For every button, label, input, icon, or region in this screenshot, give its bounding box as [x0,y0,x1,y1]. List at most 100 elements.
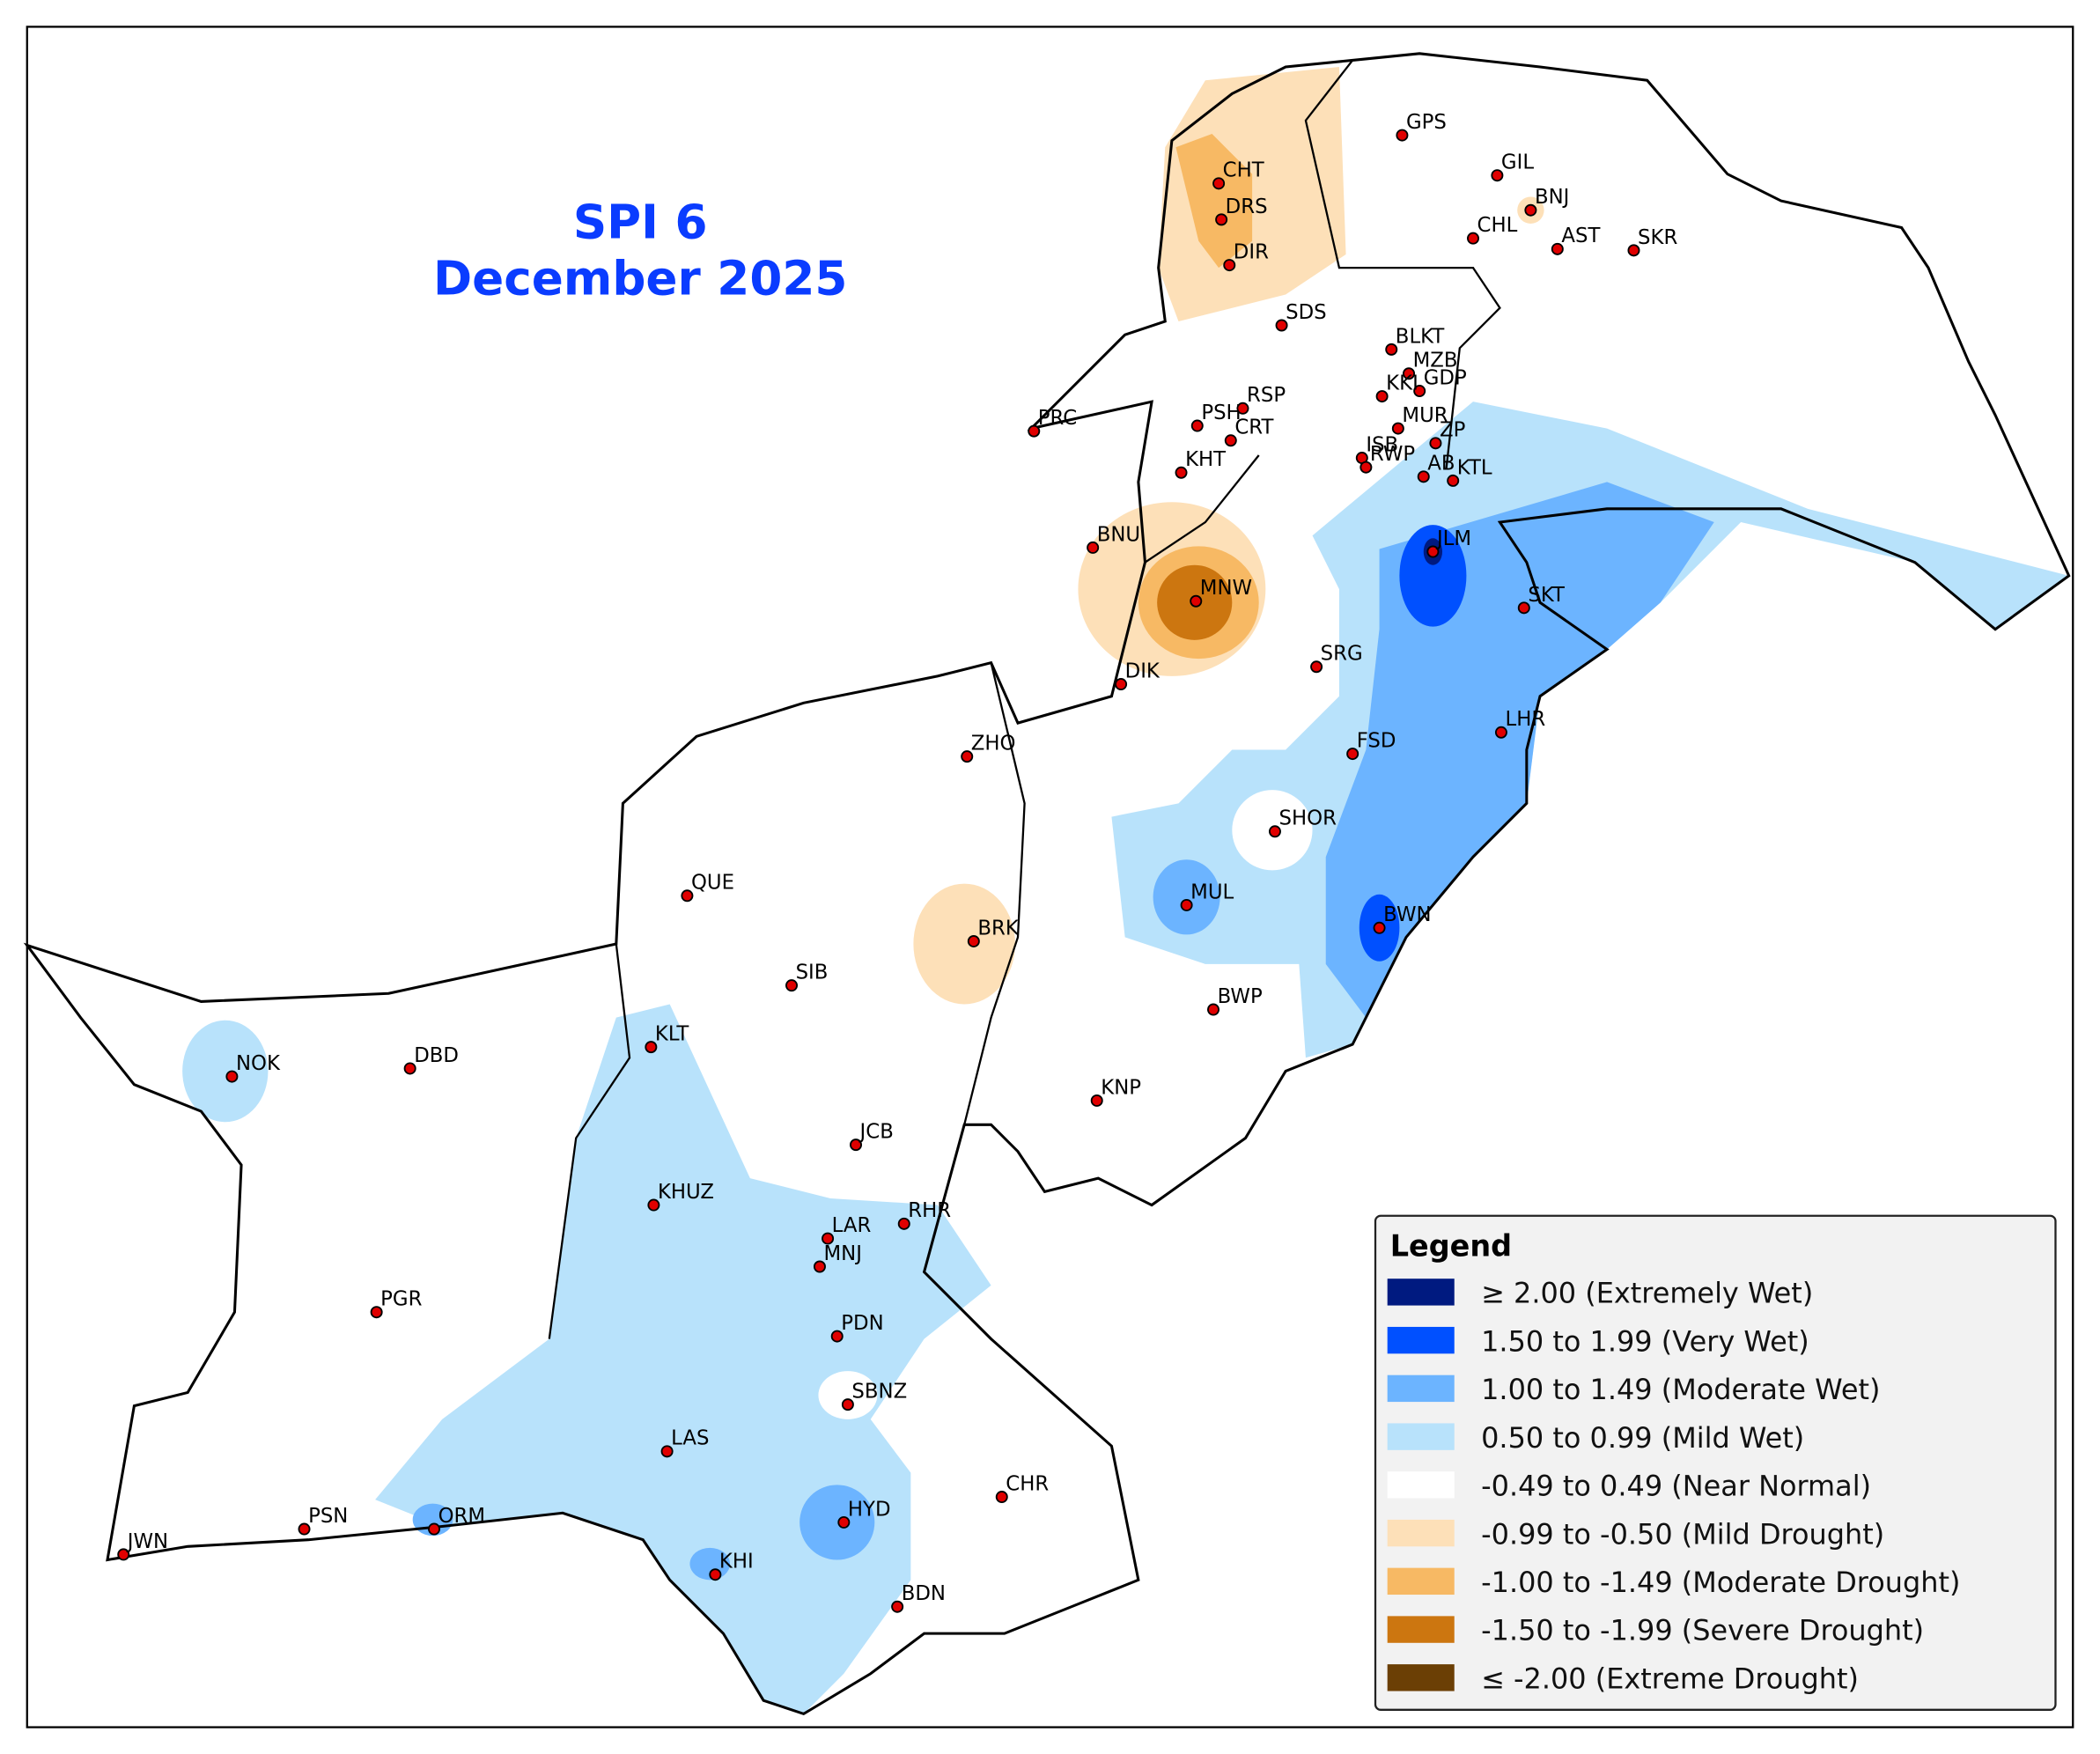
country-outline [23,52,2071,1716]
station-label: MUR [1402,404,1448,427]
station-label: MNW [1200,577,1252,600]
station-dot [1403,367,1416,380]
station-dot [850,1139,863,1152]
station-dot [117,1548,130,1561]
station-dot [830,1330,844,1343]
station-dot [1180,898,1193,911]
station-label: SDS [1286,301,1327,324]
station-label: PGR [380,1288,422,1311]
station-label: AST [1561,225,1600,247]
station-label: KHI [719,1551,754,1573]
station-dot [298,1522,311,1536]
station-dot [837,1515,851,1529]
legend: ≥ 2.00 (Extremely Wet) 1.50 to 1.99 (Very… [1387,1277,1960,1695]
station-label: JWN [126,1530,168,1553]
station-dot [1524,203,1537,217]
station-dot [1426,545,1440,558]
station-dot [822,1232,835,1245]
station-label: KTL [1457,456,1492,479]
station-dot [1517,601,1530,615]
station-dot [897,1217,910,1230]
station-dot [681,889,694,903]
station-label: SBNZ [851,1381,907,1404]
station-dot [785,979,799,992]
legend-swatch [1387,1423,1455,1450]
station-dot [1175,466,1188,479]
station-label: PSH [1201,402,1241,424]
legend-swatch [1387,1279,1455,1306]
legend-label: -0.49 to 0.49 (Near Normal) [1481,1470,1871,1503]
station-label: ZP [1440,419,1465,442]
station-label: SKT [1528,584,1565,607]
station-label: PRC [1038,407,1077,430]
station-label: DIR [1234,240,1269,263]
legend-swatch [1387,1567,1455,1596]
legend-swatch [1387,1374,1455,1403]
station-dot [1090,1094,1103,1107]
station-label: LAR [832,1214,872,1237]
station-dot [1417,470,1430,483]
legend-swatch [1387,1664,1455,1691]
station-dot [225,1070,239,1083]
station-dot [1275,319,1288,332]
station-label: PSN [308,1505,348,1528]
station-dot [995,1491,1008,1504]
station-label: HYD [848,1498,891,1521]
station-dot [891,1600,904,1613]
station-dot [1190,419,1204,432]
station-label: FSD [1357,730,1396,753]
station-label: RWP [1370,443,1415,466]
station-label: SIB [796,962,829,984]
station-label: ISB [1366,433,1398,456]
station-dot [1396,129,1409,142]
station-label: BNJ [1535,186,1569,209]
station-dot [1268,825,1281,838]
station-label: JLM [1435,527,1471,550]
station-dot [1391,422,1404,435]
station-dot [1373,921,1386,934]
station-dot [1627,244,1640,257]
station-dot [1310,660,1323,674]
spi-area [182,1020,269,1123]
legend-swatch [1387,1616,1455,1643]
province-boundaries [548,59,1501,1339]
station-label: GDP [1424,366,1467,389]
station-label: RHR [908,1199,951,1222]
legend-label: -1.50 to -1.99 (Severe Drought) [1481,1614,1924,1647]
legend-label: 1.50 to 1.99 (Very Wet) [1481,1324,1809,1358]
legend-title: Legend [1390,1228,1512,1263]
station-dot [1447,474,1460,487]
station-label: LHR [1506,708,1546,731]
spi-area [913,883,1015,1005]
spi-area [818,1371,878,1419]
station-label: NOK [236,1052,281,1075]
station-label: AB [1427,453,1455,475]
station-label: CHR [1006,1472,1049,1495]
spi-area [1153,859,1220,935]
station-dot [1190,594,1203,608]
station-dot [1212,177,1226,190]
station-label: BLKT [1396,325,1445,348]
station-dot [1375,390,1389,403]
station-label: BDN [902,1582,946,1605]
legend-label: -1.00 to -1.49 (Moderate Drought) [1481,1566,1960,1599]
station-label: SRG [1321,643,1363,666]
station-label: RSP [1247,384,1286,407]
station-label: BWN [1383,903,1431,926]
station-dot [1207,1003,1220,1016]
station-dot [1429,437,1442,450]
station-dot [647,1198,660,1212]
station-dot [645,1041,658,1054]
legend-label: 1.00 to 1.49 (Moderate Wet) [1481,1373,1880,1406]
station-dot [961,750,974,763]
station-dot [1087,541,1100,554]
station-label: SHOR [1279,807,1337,830]
station-label: PDN [841,1312,883,1335]
station-label: KKI [1386,372,1418,394]
station-label: MNJ [824,1242,862,1265]
spi-area [1399,525,1467,627]
station-dot [1028,424,1041,438]
station-dot [1467,232,1480,245]
station-dot [1215,213,1228,226]
